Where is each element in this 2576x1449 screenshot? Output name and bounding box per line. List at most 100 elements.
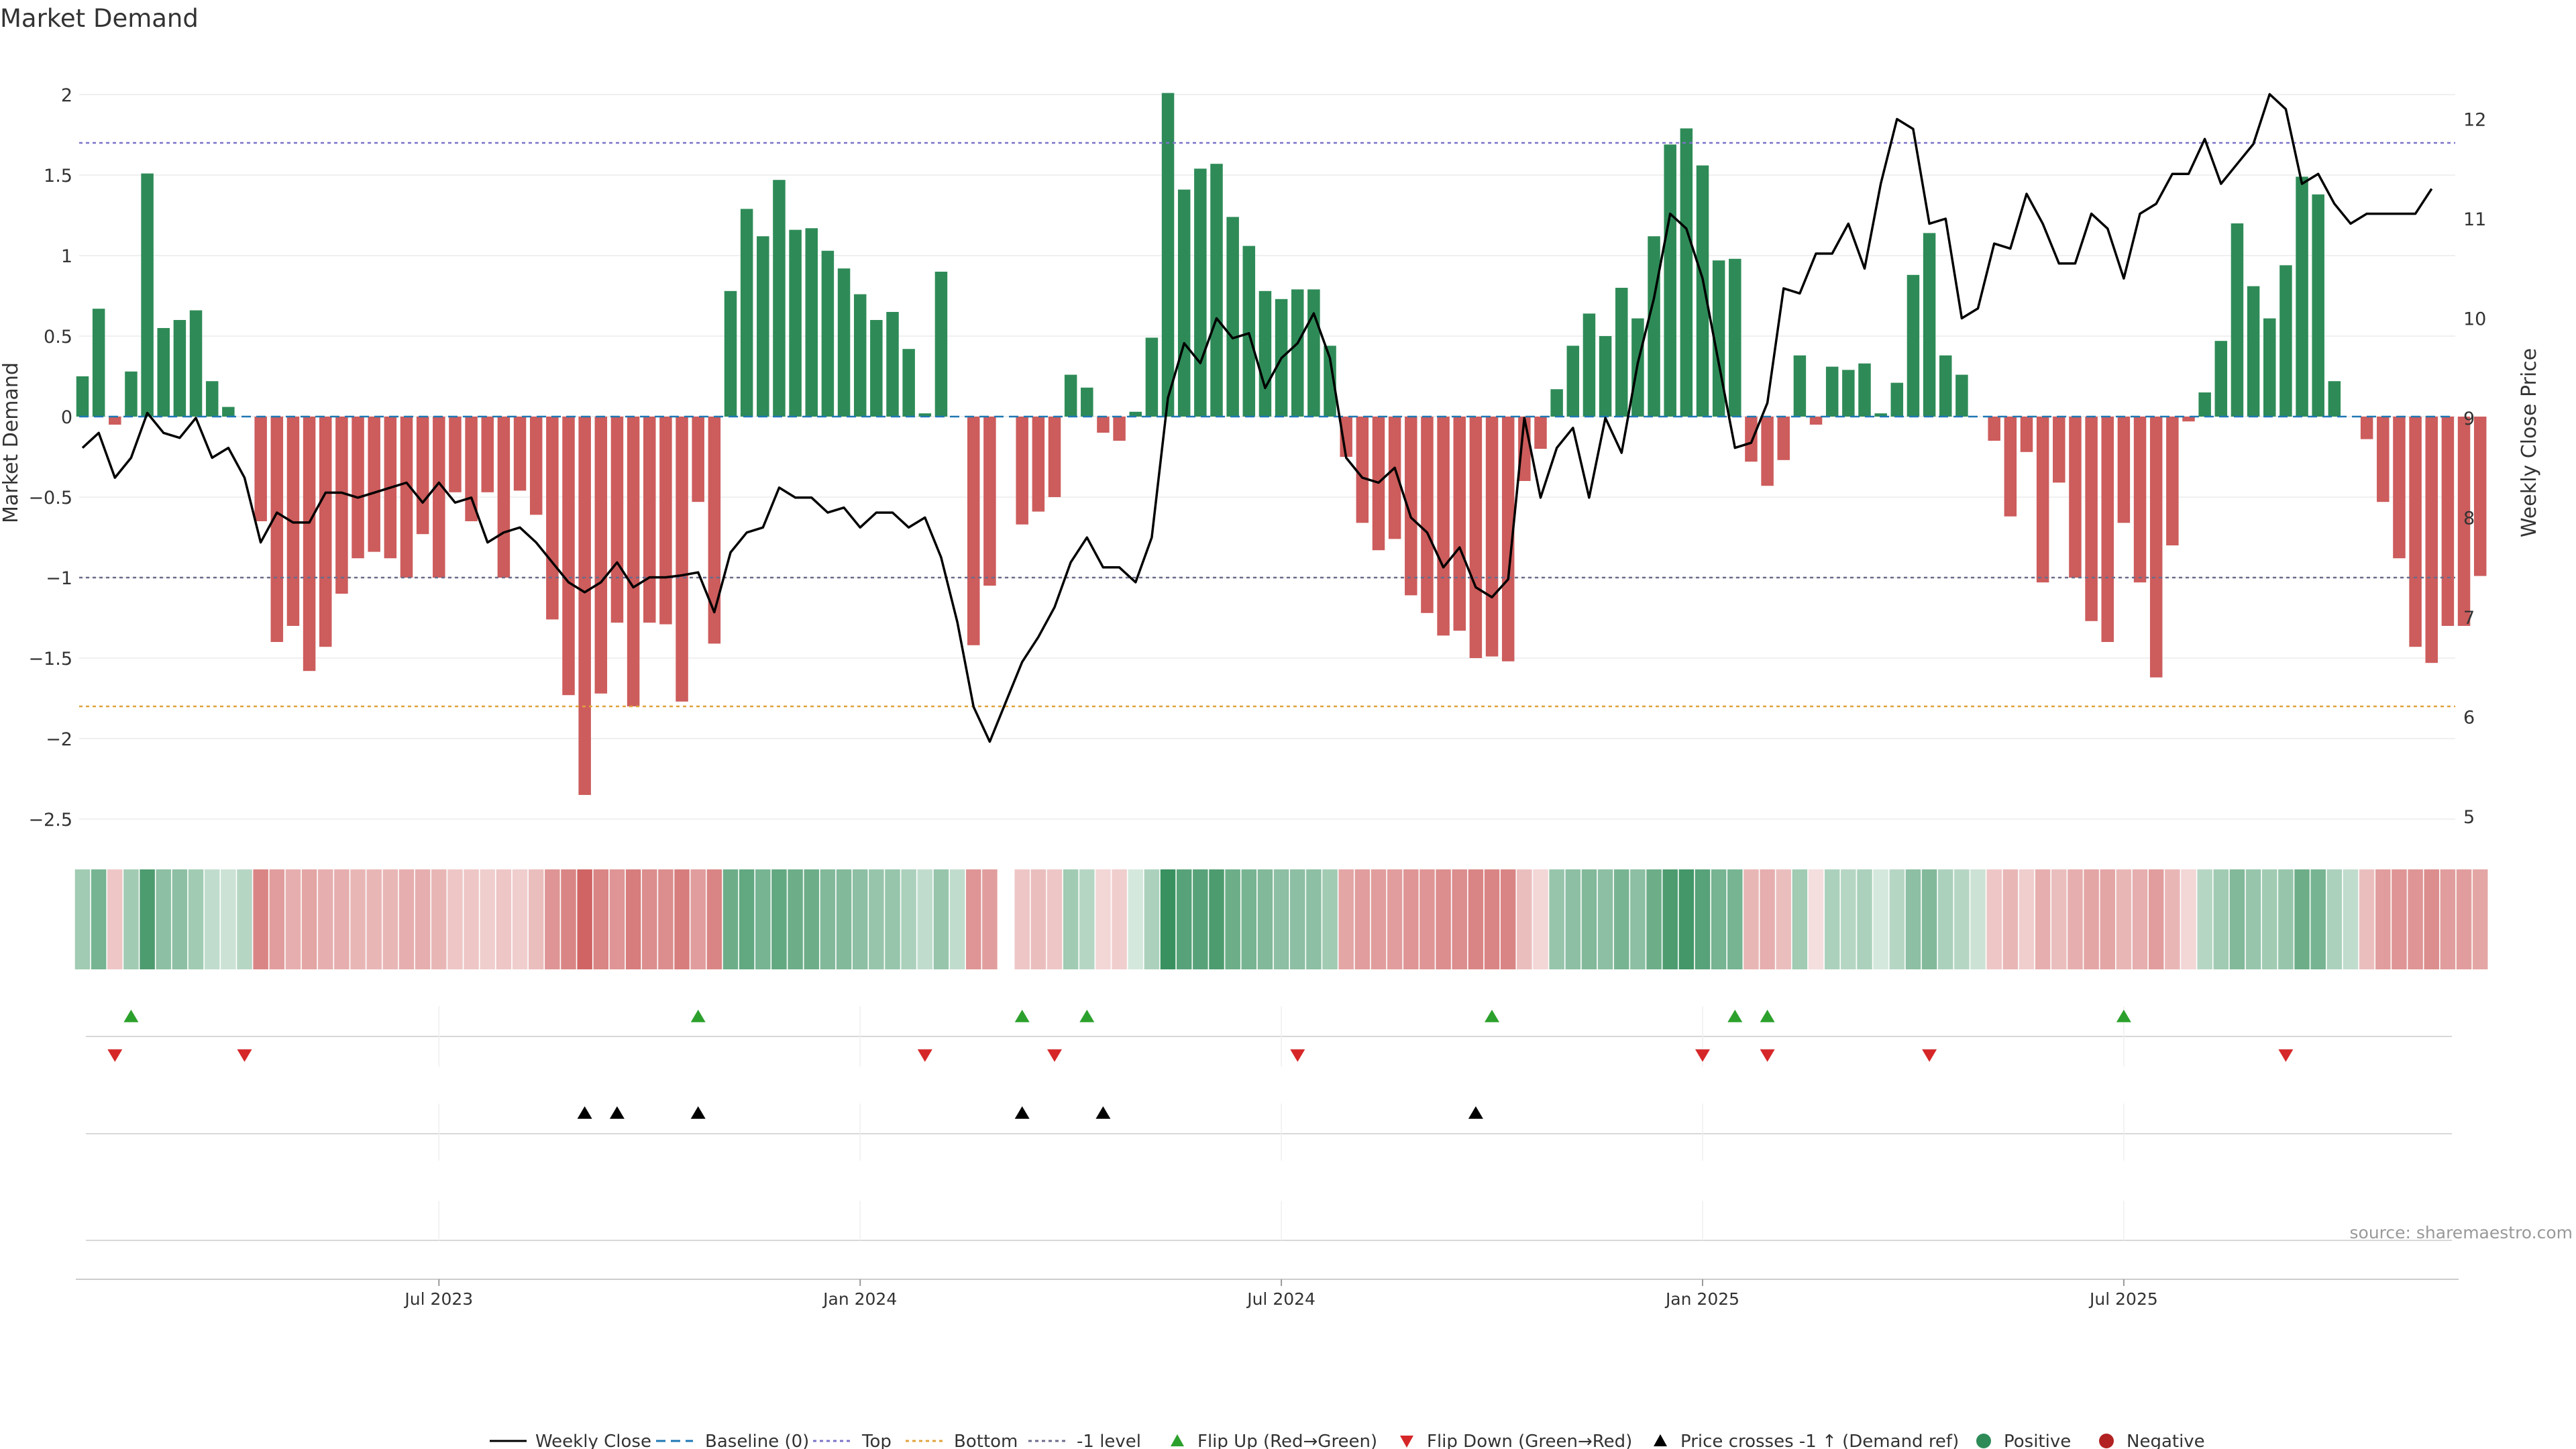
legend-label: Baseline (0) [705, 1432, 809, 1449]
demand-bar [433, 417, 445, 578]
demand-bar [2425, 417, 2438, 663]
heat-cell [1792, 869, 1808, 969]
heat-cell [1452, 869, 1467, 969]
heat-cell [1938, 869, 1953, 969]
heat-cell [204, 869, 220, 969]
demand-bar [2231, 223, 2244, 417]
demand-bar [2214, 341, 2228, 417]
right-tick-label: 11 [2463, 209, 2486, 230]
heat-cell [1419, 869, 1435, 969]
demand-bar [1340, 417, 1352, 457]
heat-cell [2229, 869, 2245, 969]
heat-cell [1760, 869, 1775, 969]
demand-bar [1064, 374, 1077, 417]
heat-cell [123, 869, 139, 969]
heat-cell [107, 869, 123, 969]
heat-cell [2197, 869, 2212, 969]
demand-bar [1501, 417, 1515, 661]
heat-cell [1776, 869, 1791, 969]
demand-bar [416, 417, 429, 535]
legend-label: Negative [2127, 1432, 2205, 1449]
demand-bar [2036, 417, 2049, 583]
left-axis-label: Market Demand [0, 362, 23, 523]
heat-cell [91, 869, 107, 969]
heat-cell [739, 869, 755, 969]
flip-up-marker [2116, 1010, 2131, 1022]
demand-bar [1405, 417, 1417, 596]
event-markers [107, 1010, 2294, 1119]
heat-cell [2456, 869, 2472, 969]
flip-down-marker [1922, 1049, 1937, 1062]
heat-cell [1986, 869, 2002, 969]
demand-bar [2279, 265, 2292, 417]
legend-label: Bottom [954, 1432, 1018, 1449]
heat-cell [1371, 869, 1387, 969]
heat-cell [285, 869, 301, 969]
heat-cell [366, 869, 382, 969]
heat-cell [1014, 869, 1030, 969]
heat-cell [2213, 869, 2229, 969]
heat-cell [1727, 869, 1743, 969]
price-cross-marker [609, 1106, 625, 1119]
heat-cell [528, 869, 544, 969]
heat-cell [804, 869, 819, 969]
heat-cell [2343, 869, 2359, 969]
demand-bar [1809, 417, 1823, 425]
flip-up-marker [1079, 1010, 1095, 1022]
demand-bar [1032, 417, 1045, 512]
flip-up-marker [1760, 1010, 1775, 1022]
demand-bar [2133, 417, 2147, 583]
demand-bar [853, 294, 867, 417]
heat-cell [2068, 869, 2083, 969]
legend-label: Positive [2004, 1432, 2071, 1449]
heat-cell [2375, 869, 2391, 969]
heat-cell [156, 869, 171, 969]
legend-label: Price crosses -1 ↑ (Demand ref) [1680, 1432, 1959, 1449]
left-tick-label: 0.5 [44, 327, 72, 347]
demand-bar [222, 407, 235, 417]
heat-cell [755, 869, 771, 969]
heat-cell [561, 869, 576, 969]
demand-bar [400, 417, 413, 578]
demand-bar [643, 417, 656, 623]
demand-bar [1566, 345, 1580, 417]
demand-bar [546, 417, 559, 620]
event-panels [86, 1006, 2452, 1241]
heat-cell [1257, 869, 1273, 969]
heat-cell [253, 869, 268, 969]
heat-cell [1306, 869, 1322, 969]
demand-bar [1955, 374, 1968, 417]
legend-label: Weekly Close [535, 1432, 651, 1449]
heat-cell [140, 869, 155, 969]
demand-bar [2020, 417, 2033, 452]
demand-bar [1356, 417, 1369, 523]
heat-cell [172, 869, 188, 969]
demand-bar [2473, 417, 2487, 576]
flip-down-marker [1047, 1049, 1062, 1062]
heat-cell [593, 869, 609, 969]
demand-bar [1388, 417, 1401, 539]
heat-cell [1468, 869, 1484, 969]
heat-cell [1824, 869, 1840, 969]
price-cross-marker [1095, 1106, 1111, 1119]
left-tick-label: −1 [46, 568, 72, 589]
demand-bar [1048, 417, 1061, 497]
demand-bar [2328, 381, 2341, 417]
heat-cell [788, 869, 803, 969]
heat-cell [2019, 869, 2035, 969]
demand-bar [2085, 417, 2098, 621]
demand-bar [934, 272, 948, 417]
heat-cell [1808, 869, 1824, 969]
heat-cell [1662, 869, 1678, 969]
heat-cell [901, 869, 916, 969]
heat-cell [2326, 869, 2343, 969]
heat-cell [690, 869, 706, 969]
demand-bar [1210, 164, 1223, 417]
heat-cell [1533, 869, 1548, 969]
left-tick-label: 0 [61, 407, 72, 428]
heat-cell [2132, 869, 2148, 969]
demand-bar [1761, 417, 1774, 486]
demand-bar [2457, 417, 2471, 626]
demand-bar [497, 417, 511, 578]
heat-cell [2408, 869, 2423, 969]
